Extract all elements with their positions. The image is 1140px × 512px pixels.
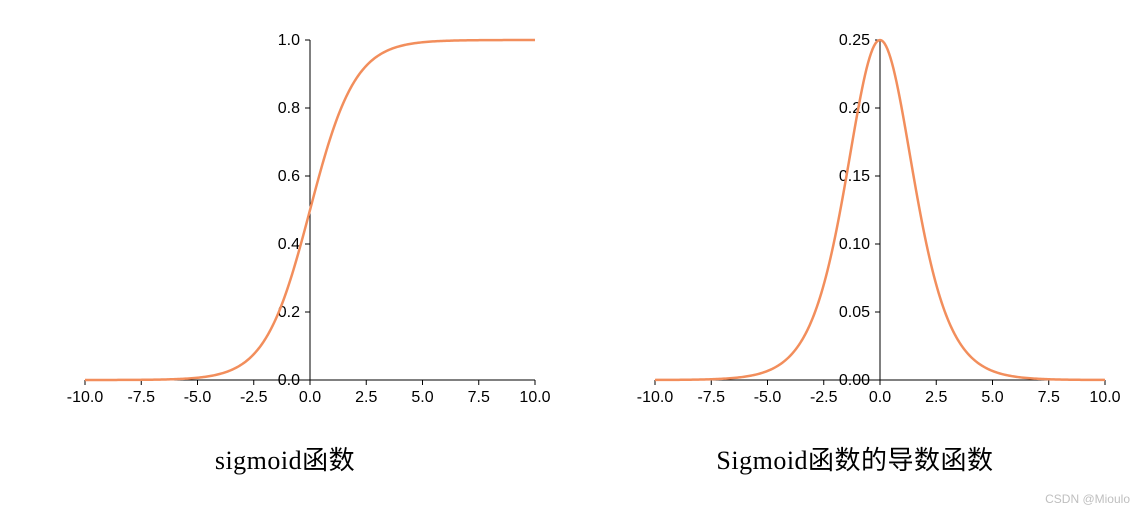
charts-row: -10.0 -7.5 -5.0 -2.5 0.0 2.5 5.0 7.5 10.0 0.0 0.20…: [0, 0, 1140, 477]
svg-text:-7.5: -7.5: [127, 389, 155, 406]
svg-text:-5.0: -5.0: [184, 389, 212, 406]
svg-text:-2.5: -2.5: [810, 389, 838, 406]
svg-text:0.25: 0.25: [839, 32, 870, 49]
chart-panel-sigmoid: -10.0-7.5-5.0-2.50.02.55.07.510.00.00.20…: [10, 20, 560, 477]
svg-text:-10.0: -10.0: [637, 389, 674, 406]
svg-text:10.0: 10.0: [519, 389, 550, 406]
chart-panel-sigmoid-deriv: -10.0 -7.5 -5.0 -2.5 0.0 2.5 5.0 7.5 10.0 0.00 0.0…: [580, 20, 1130, 477]
page-container: -10.0 -7.5 -5.0 -2.5 0.0 2.5 5.0 7.5 10.0 0.0 0.20…: [0, 0, 1140, 512]
svg-text:0.00: 0.00: [839, 372, 870, 389]
svg-text:-10.0: -10.0: [67, 389, 104, 406]
svg-text:-5.0: -5.0: [754, 389, 782, 406]
svg-text:0.15: 0.15: [839, 168, 870, 185]
svg-text:0.8: 0.8: [278, 100, 300, 117]
caption-sigmoid-deriv: Sigmoid函数的导数函数: [716, 440, 993, 477]
svg-text:0.10: 0.10: [839, 236, 870, 253]
svg-text:5.0: 5.0: [411, 389, 433, 406]
svg-text:0.05: 0.05: [839, 304, 870, 321]
chart-sigmoid-deriv: -10.0 -7.5 -5.0 -2.5 0.0 2.5 5.0 7.5 10.0 0.00 0.0…: [585, 20, 1125, 420]
svg-text:-2.5: -2.5: [240, 389, 268, 406]
svg-text:-7.5: -7.5: [697, 389, 725, 406]
svg-text:5.0: 5.0: [981, 389, 1003, 406]
svg-text:0.0: 0.0: [278, 372, 300, 389]
svg-text:1.0: 1.0: [278, 32, 300, 49]
svg-text:7.5: 7.5: [468, 389, 490, 406]
svg-text:0.20: 0.20: [839, 100, 870, 117]
svg-text:7.5: 7.5: [1038, 389, 1060, 406]
svg-text:0.4: 0.4: [278, 236, 300, 253]
svg-text:0.6: 0.6: [278, 168, 300, 185]
svg-text:2.5: 2.5: [925, 389, 947, 406]
svg-text:0.0: 0.0: [869, 389, 891, 406]
caption-sigmoid: sigmoid函数: [215, 440, 355, 477]
svg-text:2.5: 2.5: [355, 389, 377, 406]
chart-sigmoid: -10.0-7.5-5.0-2.50.02.55.07.510.00.00.20…: [15, 20, 555, 420]
svg-text:10.0: 10.0: [1089, 389, 1120, 406]
watermark: CSDN @Mioulo: [1045, 492, 1130, 506]
svg-text:0.0: 0.0: [299, 389, 321, 406]
